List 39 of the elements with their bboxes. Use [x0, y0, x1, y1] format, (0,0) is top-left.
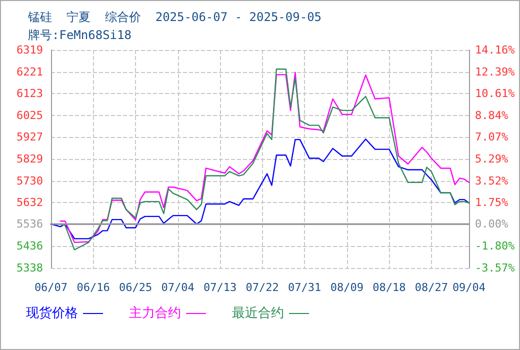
y-tick-label: 5536: [16, 218, 43, 230]
y2-tick-label: 14.16%: [475, 44, 516, 56]
x-tick-label: 07/04: [161, 281, 195, 294]
chart-subtitle: 牌号:FeMn68Si18: [28, 28, 132, 42]
x-tick-label: 09/04: [452, 281, 486, 294]
x-tick-label: 06/25: [118, 281, 152, 294]
x-tick-label: 07/13: [204, 281, 237, 294]
y-tick-label: 6319: [16, 44, 43, 56]
chart-title: 锰硅 宁夏 综合价 2025-06-07 - 2025-09-05: [27, 10, 322, 24]
x-tick-label: 06/07: [34, 281, 68, 294]
x-tick-label: 07/22: [246, 281, 279, 294]
y-tick-label: 5436: [16, 240, 43, 253]
legend-label: 现货价格: [26, 306, 78, 321]
y2-tick-label: 1.75%: [475, 196, 508, 210]
y2-tick-label: 3.52%: [475, 174, 508, 188]
y-tick-label: 6221: [16, 65, 43, 78]
x-tick-label: 06/16: [76, 281, 110, 294]
y2-tick-label: -1.80%: [475, 240, 516, 253]
x-tick-label: 08/09: [330, 281, 364, 294]
y2-tick-label: 5.29%: [475, 152, 508, 166]
legend-label: 主力合约: [129, 305, 181, 321]
y-tick-label: 5632: [16, 196, 43, 210]
x-tick-label: 08/18: [372, 281, 406, 294]
y2-tick-label: 7.07%: [475, 130, 508, 144]
legend-label: 最近合约: [232, 306, 284, 321]
x-tick-label: 08/27: [414, 281, 448, 294]
y2-tick-label: -3.57%: [475, 262, 516, 274]
y-tick-label: 5338: [16, 262, 43, 274]
y-tick-label: 5829: [16, 152, 43, 166]
x-tick-label: 07/31: [288, 281, 322, 294]
y2-tick-label: 10.61%: [475, 87, 516, 100]
y-tick-label: 6123: [16, 87, 43, 100]
y-tick-label: 6025: [16, 108, 43, 122]
y2-tick-label: 8.84%: [475, 108, 508, 122]
y2-tick-label: 0.00%: [475, 218, 508, 231]
y-tick-label: 5730: [16, 174, 43, 188]
y-tick-label: 5927: [16, 130, 43, 144]
line-series: [50, 138, 470, 240]
y2-tick-label: 12.39%: [475, 65, 516, 78]
